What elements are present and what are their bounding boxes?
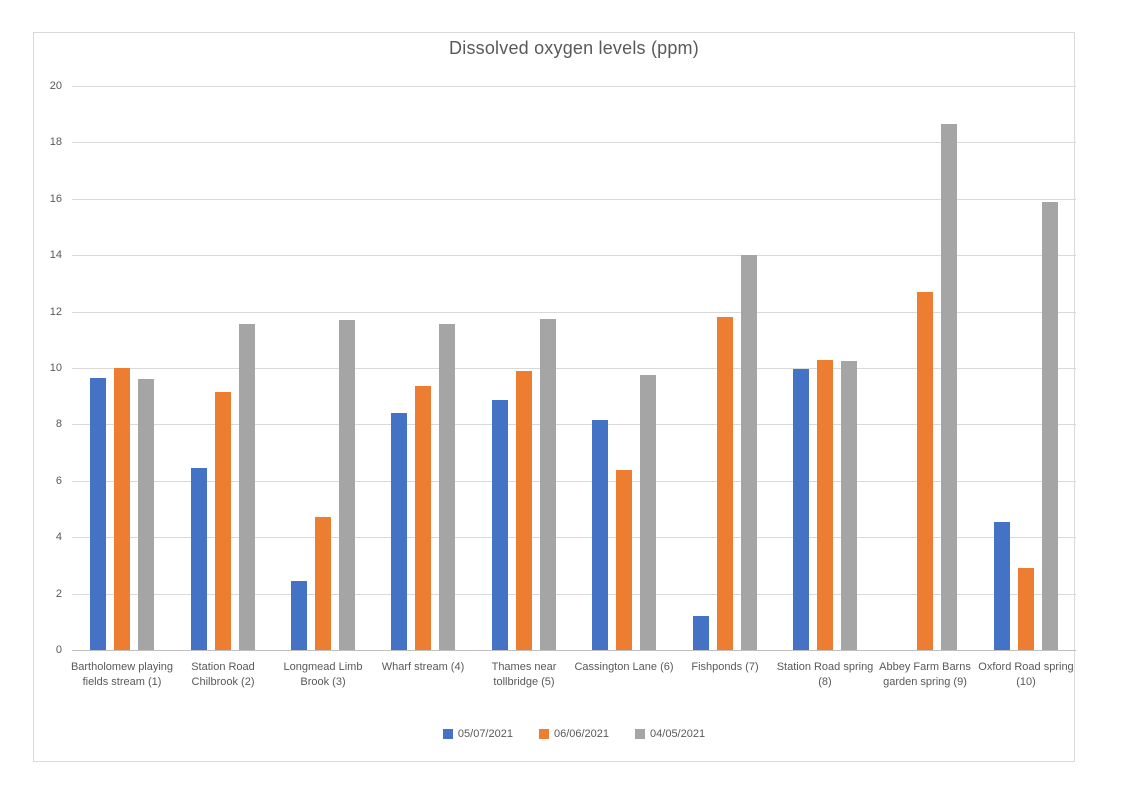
bar-05-07-2021-cat6 — [592, 420, 608, 650]
y-axis-tick-label: 20 — [49, 80, 62, 92]
gridline — [72, 142, 1076, 143]
bar-06-06-2021-cat4 — [415, 386, 431, 650]
bar-06-06-2021-cat7 — [717, 317, 733, 650]
x-axis-category-label: Fishponds (7) — [691, 661, 759, 673]
bar-04-05-2021-cat1 — [138, 379, 154, 650]
y-axis-tick-label: 10 — [49, 362, 62, 374]
legend-label: 06/06/2021 — [553, 728, 610, 740]
gridline — [72, 424, 1076, 425]
bar-04-05-2021-cat7 — [741, 255, 757, 650]
bar-06-06-2021-cat5 — [516, 371, 532, 650]
bar-05-07-2021-cat8 — [793, 369, 809, 650]
y-axis-tick-label: 4 — [55, 531, 62, 543]
bar-05-07-2021-cat7 — [693, 616, 709, 650]
y-axis-tick-label: 2 — [55, 588, 62, 600]
bar-05-07-2021-cat2 — [191, 468, 207, 650]
y-axis-tick-label: 12 — [49, 306, 62, 318]
bar-05-07-2021-cat5 — [492, 400, 508, 650]
x-axis-category-label: Abbey Farm Barns garden spring (9) — [879, 661, 971, 688]
y-axis-tick-label: 14 — [49, 249, 62, 261]
x-axis-category-label: Wharf stream (4) — [381, 661, 465, 673]
bar-04-05-2021-cat2 — [239, 324, 255, 650]
gridline — [72, 481, 1076, 482]
bar-05-07-2021-cat1 — [90, 378, 106, 650]
bar-06-06-2021-cat8 — [817, 360, 833, 650]
legend-label: 04/05/2021 — [650, 728, 706, 740]
x-axis-category-label: Cassington Lane (6) — [574, 661, 674, 673]
bar-06-06-2021-cat6 — [616, 470, 632, 650]
y-axis-tick-label: 18 — [49, 136, 62, 148]
bar-04-05-2021-cat8 — [841, 361, 857, 650]
bar-04-05-2021-cat6 — [640, 375, 656, 650]
bar-04-05-2021-cat10 — [1042, 202, 1058, 650]
gridline — [72, 368, 1076, 369]
bar-06-06-2021-cat10 — [1018, 568, 1034, 650]
y-axis-tick-label: 0 — [55, 644, 62, 656]
bar-05-07-2021-cat3 — [291, 581, 307, 650]
x-axis-line — [72, 650, 1076, 651]
legend-swatch-icon — [635, 729, 646, 739]
bar-06-06-2021-cat3 — [315, 517, 331, 650]
bar-04-05-2021-cat4 — [439, 324, 455, 650]
bar-04-05-2021-cat9 — [941, 124, 957, 650]
gridline — [72, 86, 1076, 87]
legend-swatch-icon — [442, 729, 453, 739]
legend-item-05-07-2021: 05/07/2021 — [442, 728, 513, 740]
gridline — [72, 255, 1076, 256]
bar-04-05-2021-cat3 — [339, 320, 355, 650]
y-axis-tick-label: 8 — [55, 418, 62, 430]
x-axis-category-label: Station Road spring (8) — [776, 661, 874, 688]
bar-05-07-2021-cat10 — [994, 522, 1010, 650]
legend-label: 05/07/2021 — [457, 728, 513, 740]
bar-05-07-2021-cat4 — [391, 413, 407, 650]
gridline — [72, 537, 1076, 538]
x-axis-category-label: Longmead Limb Brook (3) — [283, 661, 363, 688]
bar-06-06-2021-cat1 — [114, 368, 130, 650]
x-axis-category-label: Oxford Road spring (10) — [978, 661, 1074, 688]
legend-item-04-05-2021: 04/05/2021 — [635, 728, 705, 740]
y-axis-tick-label: 6 — [55, 475, 62, 487]
chart-title: Dissolved oxygen levels (ppm) — [449, 38, 699, 58]
bar-04-05-2021-cat5 — [540, 319, 556, 650]
gridline — [72, 594, 1076, 595]
legend-swatch-icon — [538, 729, 549, 739]
gridline — [72, 312, 1076, 313]
y-axis-tick-label: 16 — [49, 193, 62, 205]
x-axis-category-label: Thames near tollbridge (5) — [491, 661, 557, 688]
gridline — [72, 199, 1076, 200]
x-axis-category-label: Station Road Chilbrook (2) — [191, 661, 255, 688]
x-axis-category-label: Bartholomew playing fields stream (1) — [70, 661, 174, 688]
chart-legend: 05/07/2021 06/06/2021 04/05/2021 — [72, 728, 1076, 740]
bar-06-06-2021-cat9 — [917, 292, 933, 650]
legend-item-06-06-2021: 06/06/2021 — [538, 728, 610, 740]
bar-06-06-2021-cat2 — [215, 392, 231, 650]
